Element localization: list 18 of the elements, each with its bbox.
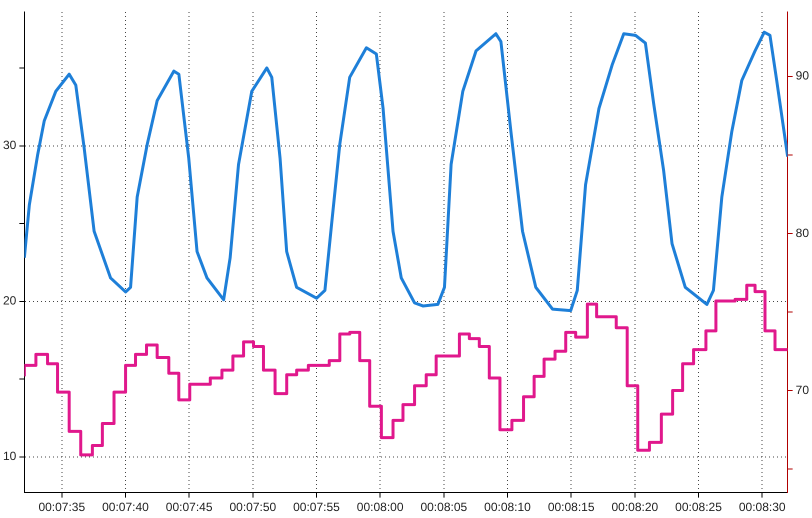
y2-tick-label: 90	[796, 68, 810, 83]
y-tick-label: 30	[2, 138, 17, 152]
x-tick-label: 00:07:40	[102, 500, 150, 514]
x-tick-label: 00:07:35	[38, 500, 86, 514]
x-tick-label: 00:07:50	[229, 500, 277, 514]
y-tick-label: 10	[2, 449, 17, 464]
x-tick-label: 00:08:00	[356, 500, 404, 514]
x-tick-label: 00:08:05	[420, 500, 468, 514]
x-tick-label: 00:08:30	[738, 500, 786, 514]
y-tick-label: 20	[2, 294, 17, 308]
x-tick-label: 00:08:10	[484, 500, 532, 514]
x-tick-label: 00:07:55	[293, 500, 340, 514]
x-tick-label: 00:08:25	[675, 500, 722, 514]
y2-tick-label: 80	[796, 226, 810, 240]
x-tick-label: 00:08:20	[611, 500, 659, 514]
x-tick-label: 00:08:15	[548, 500, 595, 514]
y2-tick-label: 70	[796, 382, 810, 397]
x-tick-label: 00:07:45	[166, 500, 213, 514]
